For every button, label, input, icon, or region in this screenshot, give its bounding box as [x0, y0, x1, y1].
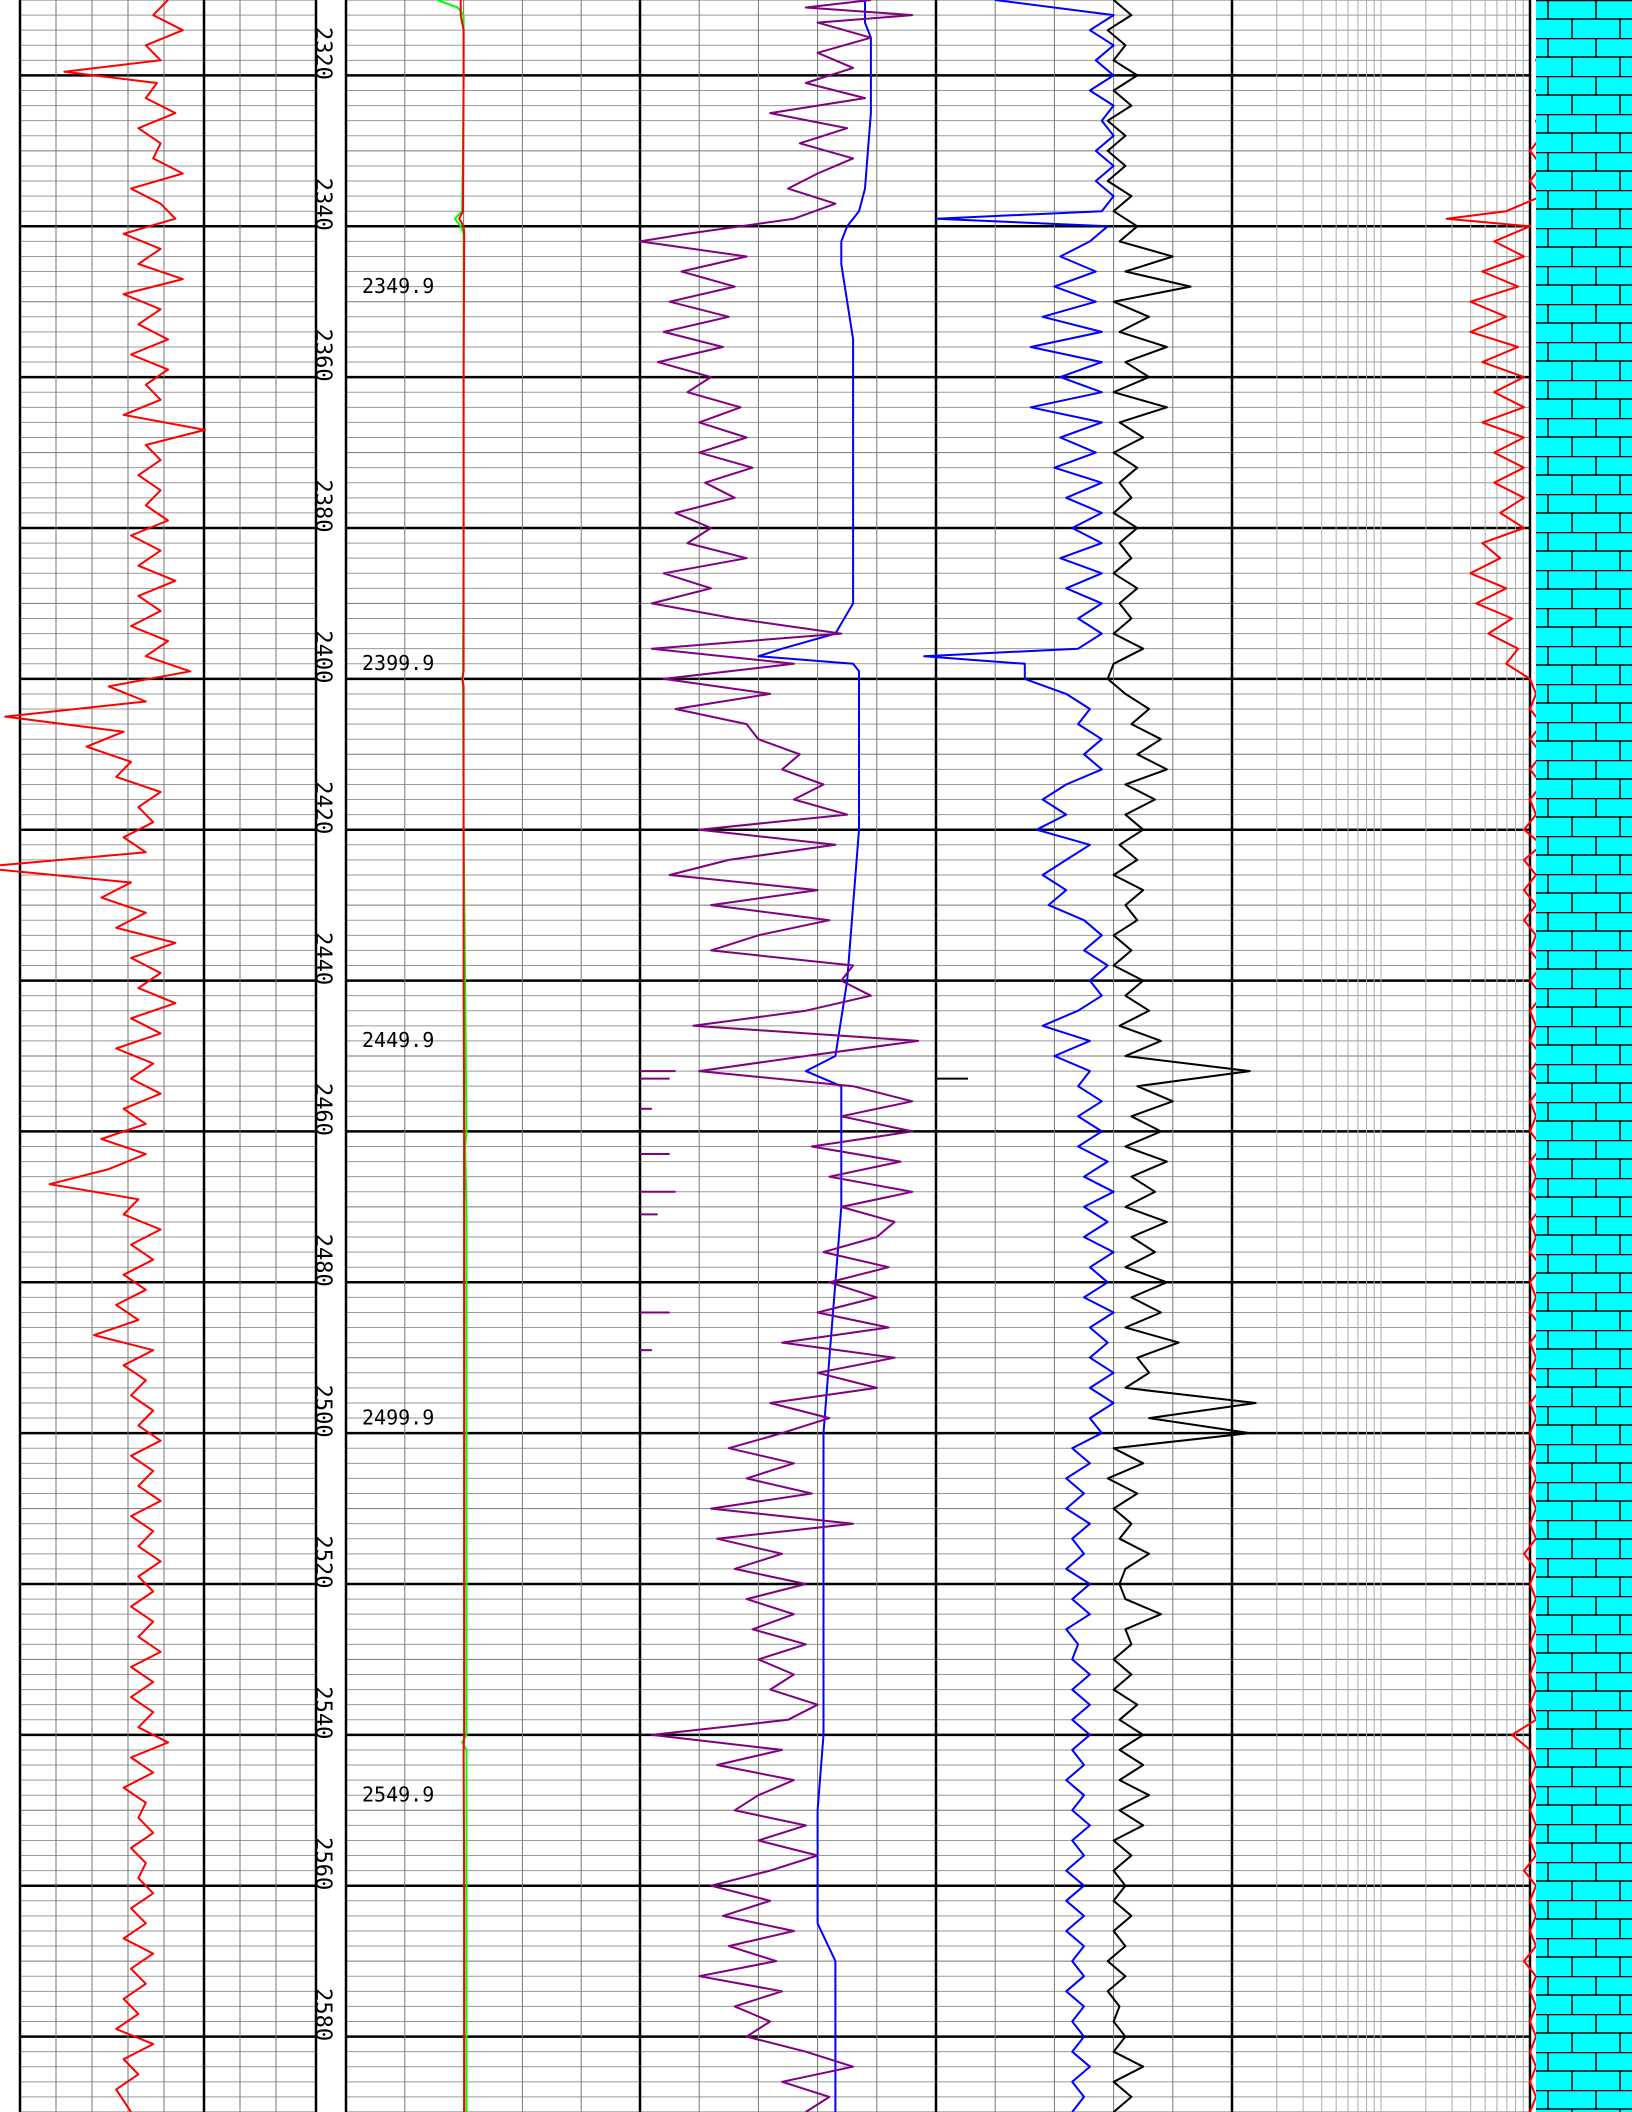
depth-tick-label: 2540	[310, 1686, 335, 1739]
depth-tick-label: 2480	[310, 1234, 335, 1287]
depth-tick-label: 2520	[310, 1536, 335, 1589]
depth-marker-label: 2399.9	[362, 651, 434, 675]
track4-black-curve	[1106, 0, 1257, 2112]
depth-marker-label: 2449.9	[362, 1028, 434, 1052]
track3-blue-curve	[757, 0, 872, 2112]
grid-layer	[18, 0, 1532, 2112]
track3-purple-curve	[639, 0, 920, 2112]
depth-tick-label: 2340	[310, 178, 335, 231]
depth-marker-label: 2349.9	[362, 274, 434, 298]
curve-layer	[0, 0, 1555, 2112]
depth-tick-label: 2440	[310, 932, 335, 985]
depth-markers: 2349.9 2399.9 2449.9 2499.9 2549.9	[362, 274, 968, 1807]
depth-tick-label: 2580	[310, 1988, 335, 2041]
depth-marker-label: 2549.9	[362, 1783, 434, 1807]
depth-tick-labels: 2320 2340 2360 2380 2400 2420 2440 2460 2480 2500…	[310, 27, 335, 2041]
depth-marker-label: 2499.9	[362, 1405, 434, 1429]
depth-tick-label: 2500	[310, 1385, 335, 1438]
depth-tick-label: 2460	[310, 1083, 335, 1136]
lithology-limestone-column	[1536, 0, 1632, 2112]
depth-tick-label: 2380	[310, 480, 335, 533]
depth-tick-label: 2320	[310, 27, 335, 80]
depth-tick-label: 2400	[310, 630, 335, 683]
track1-red-curve	[0, 0, 206, 2112]
track5-red-curve	[1445, 0, 1555, 2112]
track4-blue-curve	[923, 0, 1115, 2112]
depth-tick-label: 2560	[310, 1837, 335, 1890]
depth-tick-label: 2360	[310, 329, 335, 382]
depth-tick-label: 2420	[310, 781, 335, 834]
track2-red-curve	[458, 0, 466, 2112]
